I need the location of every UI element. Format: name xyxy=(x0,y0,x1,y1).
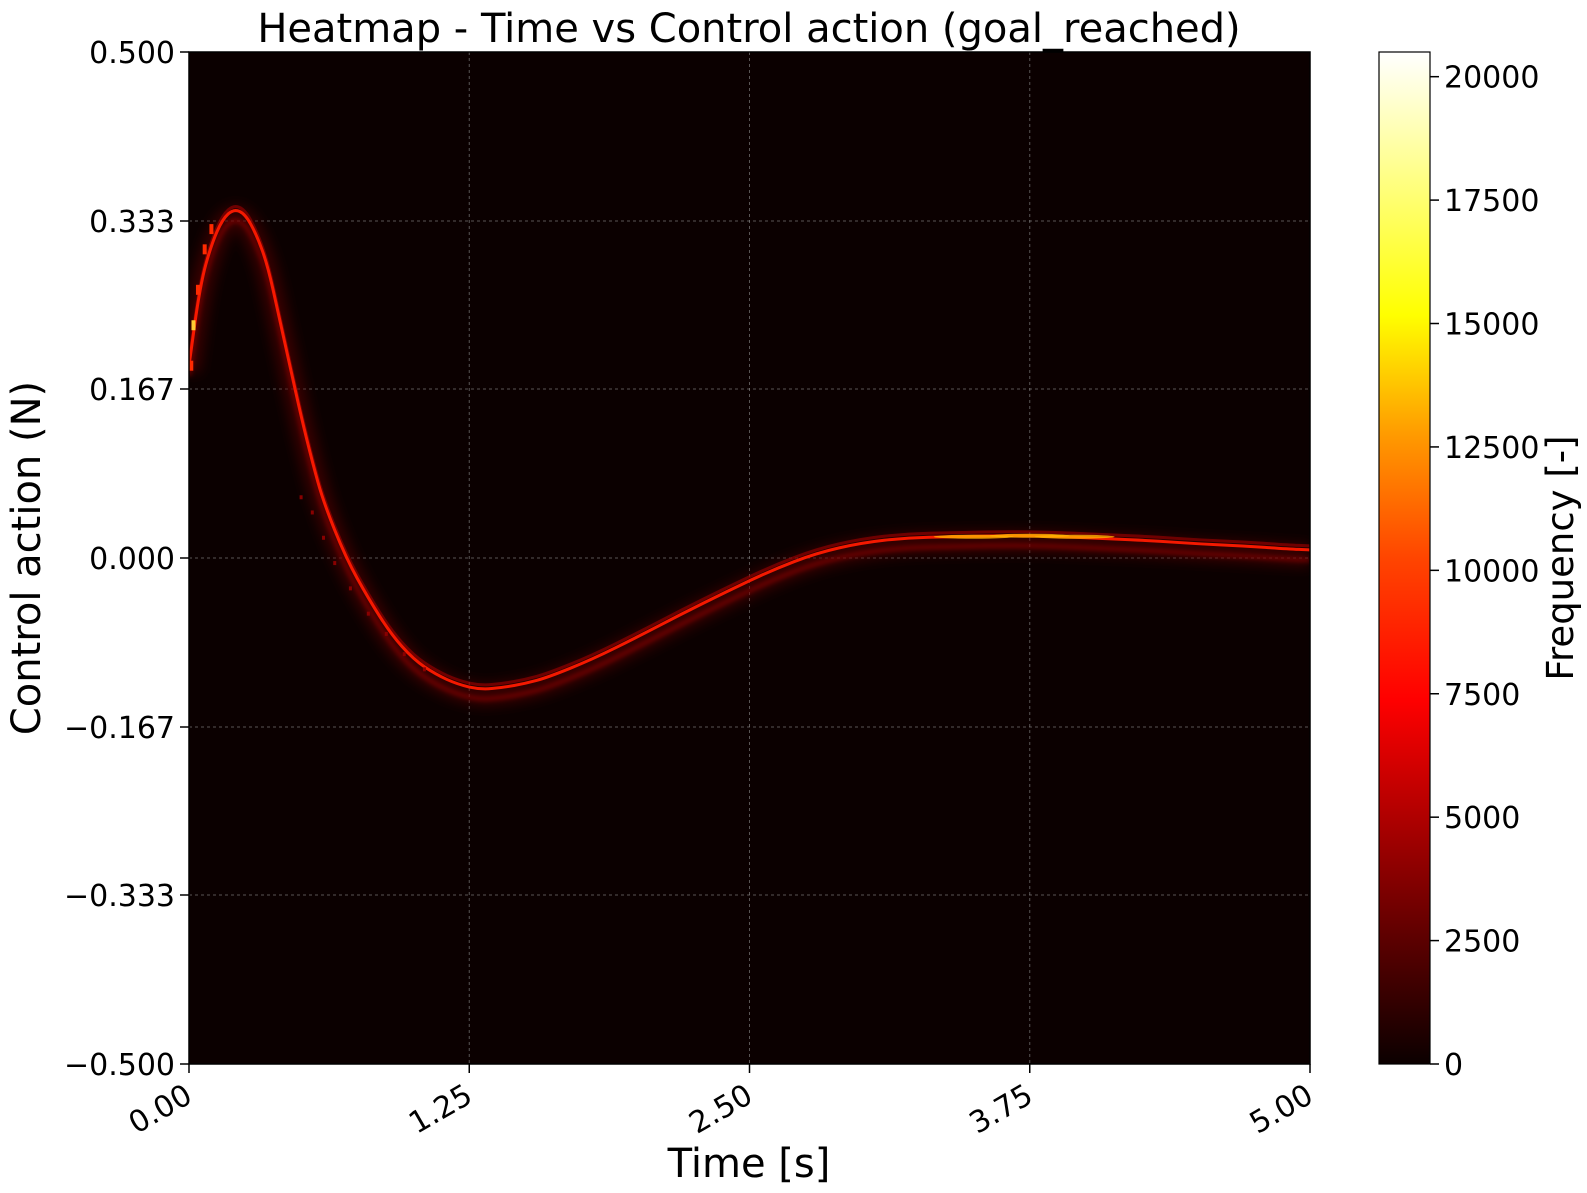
density-cell xyxy=(191,320,196,331)
x-axis-label: Time [s] xyxy=(667,1141,831,1187)
density-cell xyxy=(384,631,388,636)
density-cell xyxy=(333,561,337,566)
x-tick-label: 0.00 xyxy=(123,1078,198,1142)
colorbar-tick-label: 12500 xyxy=(1444,431,1539,466)
colorbar-tick-label: 2500 xyxy=(1444,925,1520,960)
density-cell xyxy=(322,535,326,540)
density-cell xyxy=(299,495,303,500)
x-tick-label: 3.75 xyxy=(964,1078,1039,1142)
colorbar-tick-label: 17500 xyxy=(1444,184,1539,219)
colorbar-tick-label: 20000 xyxy=(1444,61,1539,96)
colorbar xyxy=(1378,51,1431,1065)
x-tick-label: 1.25 xyxy=(403,1078,478,1142)
colorbar-tick-label: 15000 xyxy=(1444,308,1539,343)
y-tick-label: 0.167 xyxy=(89,373,175,408)
density-band xyxy=(189,205,1310,706)
y-tick-label: 0.000 xyxy=(89,542,175,577)
density-cell xyxy=(202,244,207,255)
colorbar-tick-label: 10000 xyxy=(1444,554,1539,589)
density-band-secondary xyxy=(189,218,1310,701)
x-tick-label: 5.00 xyxy=(1244,1078,1319,1142)
density-hotspot xyxy=(1034,534,1115,539)
y-tick-label: 0.500 xyxy=(89,36,175,71)
colorbar-tick-label: 0 xyxy=(1444,1048,1463,1083)
y-tick-label: −0.333 xyxy=(64,879,175,914)
colorbar-tick-label: 7500 xyxy=(1444,678,1520,713)
grid-lines xyxy=(189,52,1310,1064)
density-cell xyxy=(310,510,314,515)
density-cell xyxy=(209,224,214,235)
x-axis-ticks: 0.00 1.25 2.50 3.75 5.00 xyxy=(123,1064,1319,1141)
y-tick-label: 0.333 xyxy=(89,205,175,240)
colorbar-tick-label: 5000 xyxy=(1444,801,1520,836)
y-tick-label: −0.500 xyxy=(64,1048,175,1083)
y-axis-label: Control action (N) xyxy=(4,381,50,735)
density-cell xyxy=(366,611,370,616)
x-tick-label: 2.50 xyxy=(683,1078,758,1142)
y-axis-ticks: 0.500 0.333 0.167 0.000 −0.167 −0.333 −0.500 xyxy=(64,36,189,1083)
density-band-secondary xyxy=(189,205,1310,687)
y-tick-label: −0.167 xyxy=(64,711,175,746)
density-cell xyxy=(195,284,200,295)
density-cell xyxy=(348,586,352,591)
colorbar-ticks: 0 2500 5000 7500 10000 12500 15000 17500 20000 xyxy=(1430,61,1539,1083)
density-cell xyxy=(402,652,406,657)
density-cell xyxy=(422,667,426,672)
density-cell xyxy=(189,360,194,371)
chart-title: Heatmap - Time vs Control action (goal_r… xyxy=(257,6,1240,52)
colorbar-label: Frequency [-] xyxy=(1539,435,1582,680)
